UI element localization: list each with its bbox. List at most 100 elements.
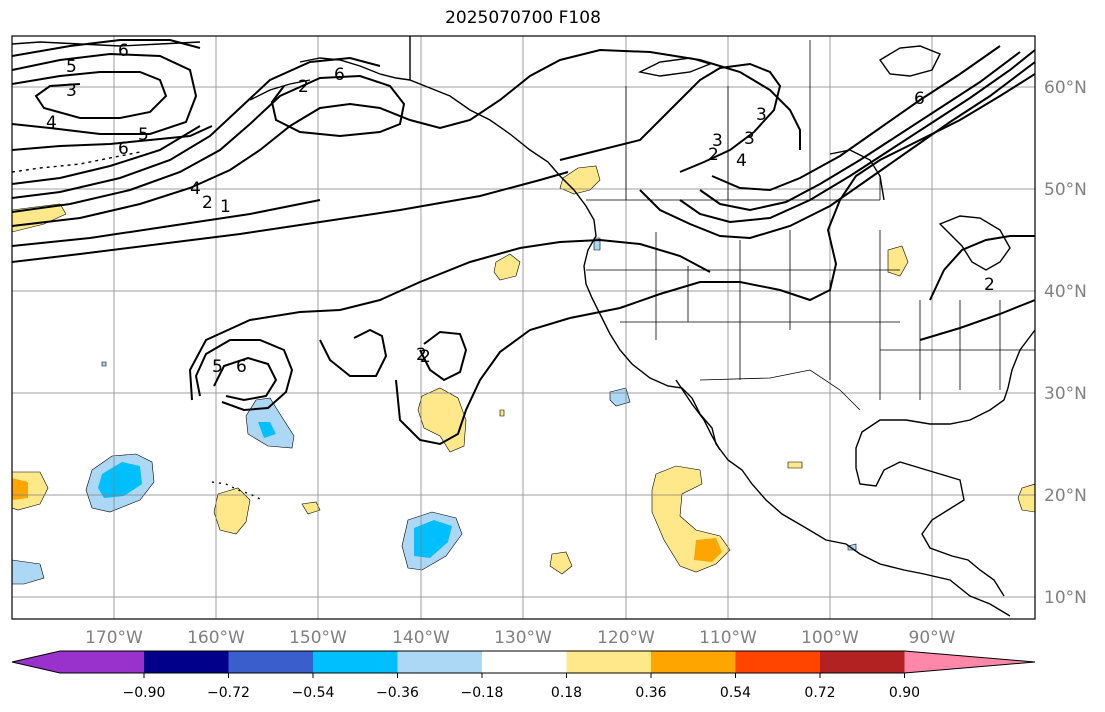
contour-label-19: 2 bbox=[416, 345, 427, 365]
shade-pos-4 bbox=[887, 245, 909, 277]
lon-label-170w: 170°W bbox=[85, 628, 143, 648]
contour-label-11: 2 bbox=[298, 77, 309, 97]
shade-pos-13 bbox=[1017, 483, 1035, 513]
shade-neg-8 bbox=[101, 361, 107, 367]
shade-pos-11 bbox=[549, 551, 573, 575]
lat-label-40n: 40°N bbox=[1044, 282, 1087, 302]
shade-pos-12 bbox=[787, 461, 803, 469]
lon-label-110w: 110°W bbox=[699, 628, 757, 648]
contour-trough-3 bbox=[319, 328, 388, 377]
contour-low-4 bbox=[12, 52, 198, 135]
contour-trough-2 bbox=[188, 238, 711, 401]
shade-neg-3-core bbox=[98, 462, 142, 498]
contour-ridge-2 bbox=[12, 199, 321, 247]
contour-label-22: 2 bbox=[420, 347, 431, 367]
contour-label-9: 1 bbox=[220, 197, 231, 217]
colorbar-label-2: −0.72 bbox=[207, 685, 250, 701]
shade-neg-7 bbox=[847, 543, 857, 551]
shade-neg-2-core bbox=[258, 422, 276, 438]
contour-label-12: 3 bbox=[712, 131, 723, 151]
colorbar-segment-9 bbox=[735, 651, 821, 673]
coastline-alaska-north bbox=[299, 57, 411, 81]
contour-trough-6 bbox=[679, 49, 1035, 224]
colorbar-label-3: −0.54 bbox=[292, 685, 335, 701]
contour-4 bbox=[12, 125, 201, 185]
contour-label-8: 2 bbox=[202, 193, 213, 213]
contour-label-10: 6 bbox=[334, 65, 345, 85]
lat-label-30n: 30°N bbox=[1044, 384, 1087, 404]
colorbar-label-8: 0.54 bbox=[720, 685, 751, 701]
contour-label-group: 6 5 3 4 5 6 4 2 1 6 2 3 2 3 4 6 5 6 2 2 … bbox=[46, 41, 995, 377]
coastline-alaska-west bbox=[249, 79, 311, 101]
lat-label-20n: 20°N bbox=[1044, 486, 1087, 506]
contour-label-15: 4 bbox=[736, 151, 747, 171]
colorbar-label-7: 0.36 bbox=[635, 685, 666, 701]
contour-east-2 bbox=[929, 235, 1035, 301]
colorbar-label-10: 0.90 bbox=[889, 685, 920, 701]
contour-label-14: 3 bbox=[744, 129, 755, 149]
latitude-axis: 60°N 50°N 40°N 30°N 20°N 10°N bbox=[1044, 78, 1087, 608]
contour-label-18: 6 bbox=[236, 357, 247, 377]
coastline-gulf-of-mexico bbox=[855, 329, 1035, 597]
lat-label-10n: 10°N bbox=[1044, 588, 1087, 608]
contour-trough-4 bbox=[419, 330, 468, 382]
colorbar-segment-6 bbox=[482, 651, 567, 673]
coastline-baja-gulf bbox=[675, 379, 721, 451]
contour-label-1: 6 bbox=[118, 41, 129, 61]
map-title: 2025070700 F108 bbox=[445, 8, 601, 28]
contour-3 bbox=[12, 56, 381, 199]
contour-label-5: 5 bbox=[138, 125, 149, 145]
map-frame bbox=[11, 35, 1036, 620]
colorbar-label-1: −0.90 bbox=[123, 685, 166, 701]
contour-cutoff-inner bbox=[213, 356, 278, 402]
contour-ridge-4 bbox=[559, 62, 782, 173]
contour-label-6: 6 bbox=[118, 139, 129, 159]
colorbar-segment-1 bbox=[59, 651, 145, 673]
contour-ridge-3 bbox=[395, 73, 1035, 446]
contour-2 bbox=[12, 74, 406, 213]
lon-label-150w: 150°W bbox=[289, 628, 347, 648]
lon-label-140w: 140°W bbox=[392, 628, 450, 648]
shade-neg-4-core bbox=[414, 520, 452, 558]
colorbar-label-9: 0.72 bbox=[804, 685, 835, 701]
contour-low-6 bbox=[12, 125, 213, 151]
colorbar-segment-10 bbox=[820, 651, 905, 673]
colorbar-segment-7 bbox=[566, 651, 652, 673]
island-greenland-edge bbox=[878, 45, 941, 77]
lat-label-50n: 50°N bbox=[1044, 180, 1087, 200]
contour-label-20: 2 bbox=[984, 275, 995, 295]
contour-low-5 bbox=[12, 39, 201, 57]
contour-trough-8 bbox=[711, 45, 1001, 192]
colorbar-extend-high bbox=[904, 651, 1035, 673]
shade-pos-3 bbox=[493, 253, 521, 281]
colorbar-label-4: −0.36 bbox=[376, 685, 419, 701]
contour-1 bbox=[12, 48, 801, 227]
colorbar-segment-8 bbox=[651, 651, 736, 673]
contour-label-3: 3 bbox=[66, 81, 77, 101]
colorbar-segment-4 bbox=[313, 651, 398, 673]
shaded-negative-areas bbox=[12, 237, 857, 585]
contour-label-21: 3 bbox=[756, 105, 767, 125]
colorbar-label-6: 0.18 bbox=[551, 685, 582, 701]
contour-east-1 bbox=[919, 299, 1035, 341]
great-lakes bbox=[938, 215, 1011, 271]
contour-low-3 bbox=[12, 71, 168, 119]
contour-label-17: 5 bbox=[212, 357, 223, 377]
colorbar: −0.90 −0.72 −0.54 −0.36 −0.18 0.18 0.36 … bbox=[11, 650, 1036, 701]
coastline-siberia bbox=[12, 41, 201, 47]
contour-label-16: 6 bbox=[914, 89, 925, 109]
contour-label-13: 2 bbox=[708, 145, 719, 165]
contour-cutoff-outer bbox=[194, 339, 294, 412]
contour-ridge-1 bbox=[12, 171, 569, 263]
longitude-axis: 170°W 160°W 150°W 140°W 130°W 120°W 110°… bbox=[85, 628, 956, 648]
lon-label-100w: 100°W bbox=[801, 628, 859, 648]
shade-neg-6 bbox=[12, 559, 45, 585]
lon-label-120w: 120°W bbox=[597, 628, 655, 648]
aleutian-islands bbox=[12, 151, 141, 173]
lon-label-160w: 160°W bbox=[187, 628, 245, 648]
colorbar-extend-low bbox=[12, 651, 60, 673]
lon-label-90w: 90°W bbox=[909, 628, 956, 648]
colorbar-segment-3 bbox=[228, 651, 314, 673]
contour-trough-5 bbox=[639, 61, 1035, 240]
